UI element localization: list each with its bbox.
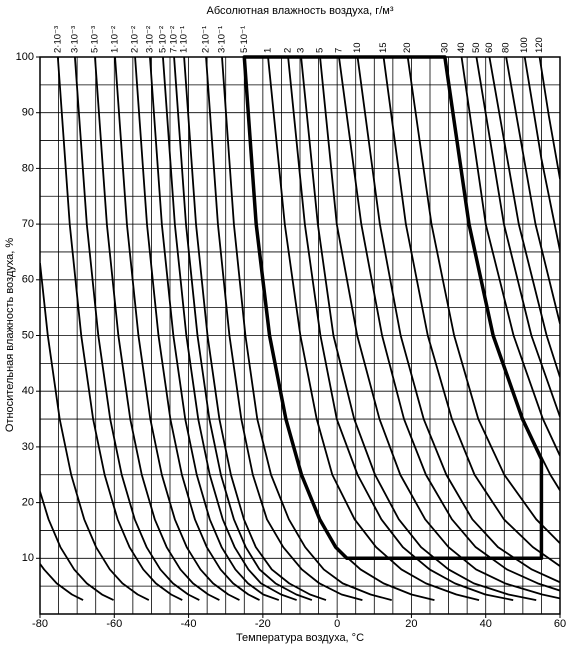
y-tick-label: 50 <box>22 329 34 341</box>
y-tick-label: 40 <box>22 385 34 397</box>
curve-label: 50 <box>471 42 482 53</box>
humidity-curve <box>538 57 560 180</box>
x-tick-label: -80 <box>32 618 48 630</box>
y-axis-label: Относительная влажность воздуха, % <box>4 238 16 432</box>
humidity-curve <box>56 57 183 601</box>
humidity-curve <box>221 57 392 601</box>
curve-label: 7 <box>334 48 345 53</box>
humidity-curve <box>183 57 327 601</box>
curve-label: 40 <box>456 42 467 53</box>
humidity-curve <box>505 57 560 325</box>
curve-label: 5·10⁻¹ <box>239 26 250 53</box>
humidity-curve <box>173 57 313 601</box>
curve-label: 2 <box>283 48 294 53</box>
humidity-curve <box>149 57 280 601</box>
y-tick-label: 90 <box>22 107 34 119</box>
curve-label: 3·10⁻² <box>144 26 155 53</box>
humidity-curve <box>382 57 560 567</box>
curve-label: 5·10⁻² <box>157 26 168 53</box>
humidity-curve <box>475 57 560 418</box>
humidity-curve <box>356 57 560 584</box>
curve-label: 20 <box>402 42 413 53</box>
humidity-curve <box>319 57 560 600</box>
humidity-curve <box>267 57 480 601</box>
x-tick-label: -40 <box>181 618 197 630</box>
humidity-curve <box>406 57 560 544</box>
x-tick-label: 0 <box>334 618 340 630</box>
humidity-curve <box>74 57 200 601</box>
humidity-curve <box>94 57 220 601</box>
curve-label: 2·10⁻³ <box>52 26 63 53</box>
x-tick-label: 20 <box>405 618 417 630</box>
curve-label: 1 <box>263 48 274 53</box>
humidity-curve <box>287 57 514 601</box>
humidity-curve <box>114 57 240 601</box>
curve-label: 3 <box>296 48 307 53</box>
curve-label: 80 <box>501 42 512 53</box>
curve-label: 3·10⁻¹ <box>217 26 228 53</box>
y-tick-label: 20 <box>22 497 34 509</box>
x-tick-label: -60 <box>106 618 122 630</box>
humidity-curve <box>300 57 537 601</box>
humidity-curve <box>338 57 560 592</box>
x-tick-label: -20 <box>255 618 271 630</box>
x-tick-label: 40 <box>480 618 492 630</box>
humidity-curve <box>443 57 560 491</box>
humidity-curve <box>40 563 84 601</box>
humidity-curve <box>205 57 363 601</box>
y-tick-label: 60 <box>22 274 34 286</box>
curve-label: 7·10⁻² <box>169 26 180 53</box>
curve-label: 15 <box>378 42 389 53</box>
curve-label: 1·10⁻² <box>110 26 121 53</box>
humidity-curve <box>460 57 560 457</box>
x-axis-label: Температура воздуха, °C <box>236 632 364 644</box>
y-tick-label: 30 <box>22 441 34 453</box>
curve-label: 2·10⁻¹ <box>201 26 212 53</box>
curve-label: 2·10⁻² <box>130 26 141 53</box>
curve-label: 100 <box>519 37 530 53</box>
curve-label: 30 <box>439 42 450 53</box>
curve-label: 1·10⁻¹ <box>179 26 190 53</box>
x-tick-label: 60 <box>554 618 566 630</box>
humidity-curve <box>523 57 560 252</box>
y-tick-label: 100 <box>16 51 34 63</box>
humidity-curve <box>40 262 150 601</box>
y-tick-label: 70 <box>22 218 34 230</box>
humidity-curve <box>40 491 114 601</box>
curve-label: 120 <box>534 37 545 53</box>
top-axis-title: Абсолютная влажность воздуха, г/м³ <box>206 5 393 17</box>
curve-label: 60 <box>484 42 495 53</box>
curve-label: 5·10⁻³ <box>89 26 100 53</box>
curve-label: 10 <box>352 42 363 53</box>
humidity-curve <box>243 57 435 601</box>
y-tick-label: 80 <box>22 162 34 174</box>
humidity-curve <box>162 57 297 601</box>
curve-label: 5 <box>315 48 326 53</box>
humidity-curve <box>134 57 260 601</box>
operating-region <box>242 55 544 561</box>
curve-label: 3·10⁻³ <box>69 26 80 53</box>
humidity-curve <box>488 57 560 378</box>
y-tick-label: 10 <box>22 552 34 564</box>
